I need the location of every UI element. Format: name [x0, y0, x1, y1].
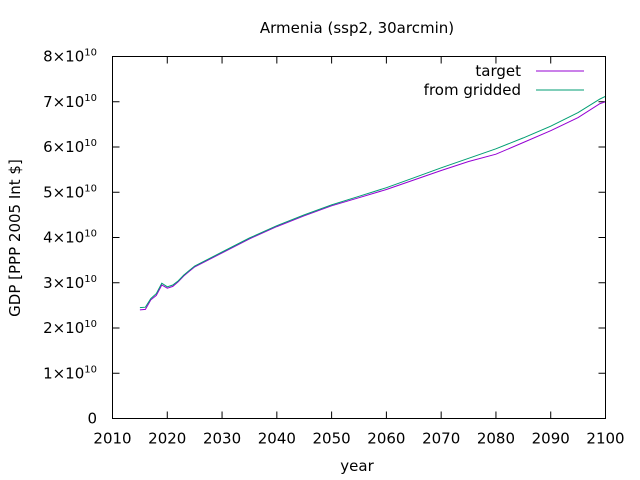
axis-ticks: 0 1×1010 2×1010 3×1010 4×1010 5×1010 6×1010 7×1… — [43, 48, 625, 448]
y-tick-label: 0 — [87, 410, 97, 428]
y-tick-label: 5×1010 — [43, 183, 97, 201]
x-tick-label: 2060 — [367, 430, 405, 448]
x-tick-label: 2020 — [148, 430, 186, 448]
series-line-from-gridded — [139, 95, 606, 309]
plot-border — [112, 56, 606, 419]
y-axis-label: GDP [PPP 2005 Int $] — [6, 159, 24, 317]
x-axis-label: year — [340, 457, 374, 475]
y-tick-label: 3×1010 — [43, 274, 97, 292]
x-tick-label: 2100 — [586, 430, 624, 448]
x-tick-label: 2050 — [313, 430, 351, 448]
x-tick-label: 2090 — [532, 430, 570, 448]
y-tick-label: 4×1010 — [43, 229, 97, 247]
y-tick-label: 1×1010 — [43, 364, 97, 382]
x-tick-label: 2040 — [258, 430, 296, 448]
chart-title: Armenia (ssp2, 30arcmin) — [260, 19, 454, 37]
y-tick-label: 7×1010 — [43, 93, 97, 111]
y-tick-label: 8×1010 — [43, 48, 97, 66]
legend-label: target — [475, 62, 521, 80]
y-tick-label: 6×1010 — [43, 138, 97, 156]
series-line-target — [139, 101, 606, 311]
legend-label: from gridded — [424, 81, 521, 99]
x-tick-label: 2070 — [422, 430, 460, 448]
x-tick-label: 2010 — [93, 430, 131, 448]
series-lines — [139, 95, 606, 311]
x-tick-label: 2080 — [477, 430, 515, 448]
x-tick-label: 2030 — [203, 430, 241, 448]
y-tick-label: 2×1010 — [43, 319, 97, 337]
